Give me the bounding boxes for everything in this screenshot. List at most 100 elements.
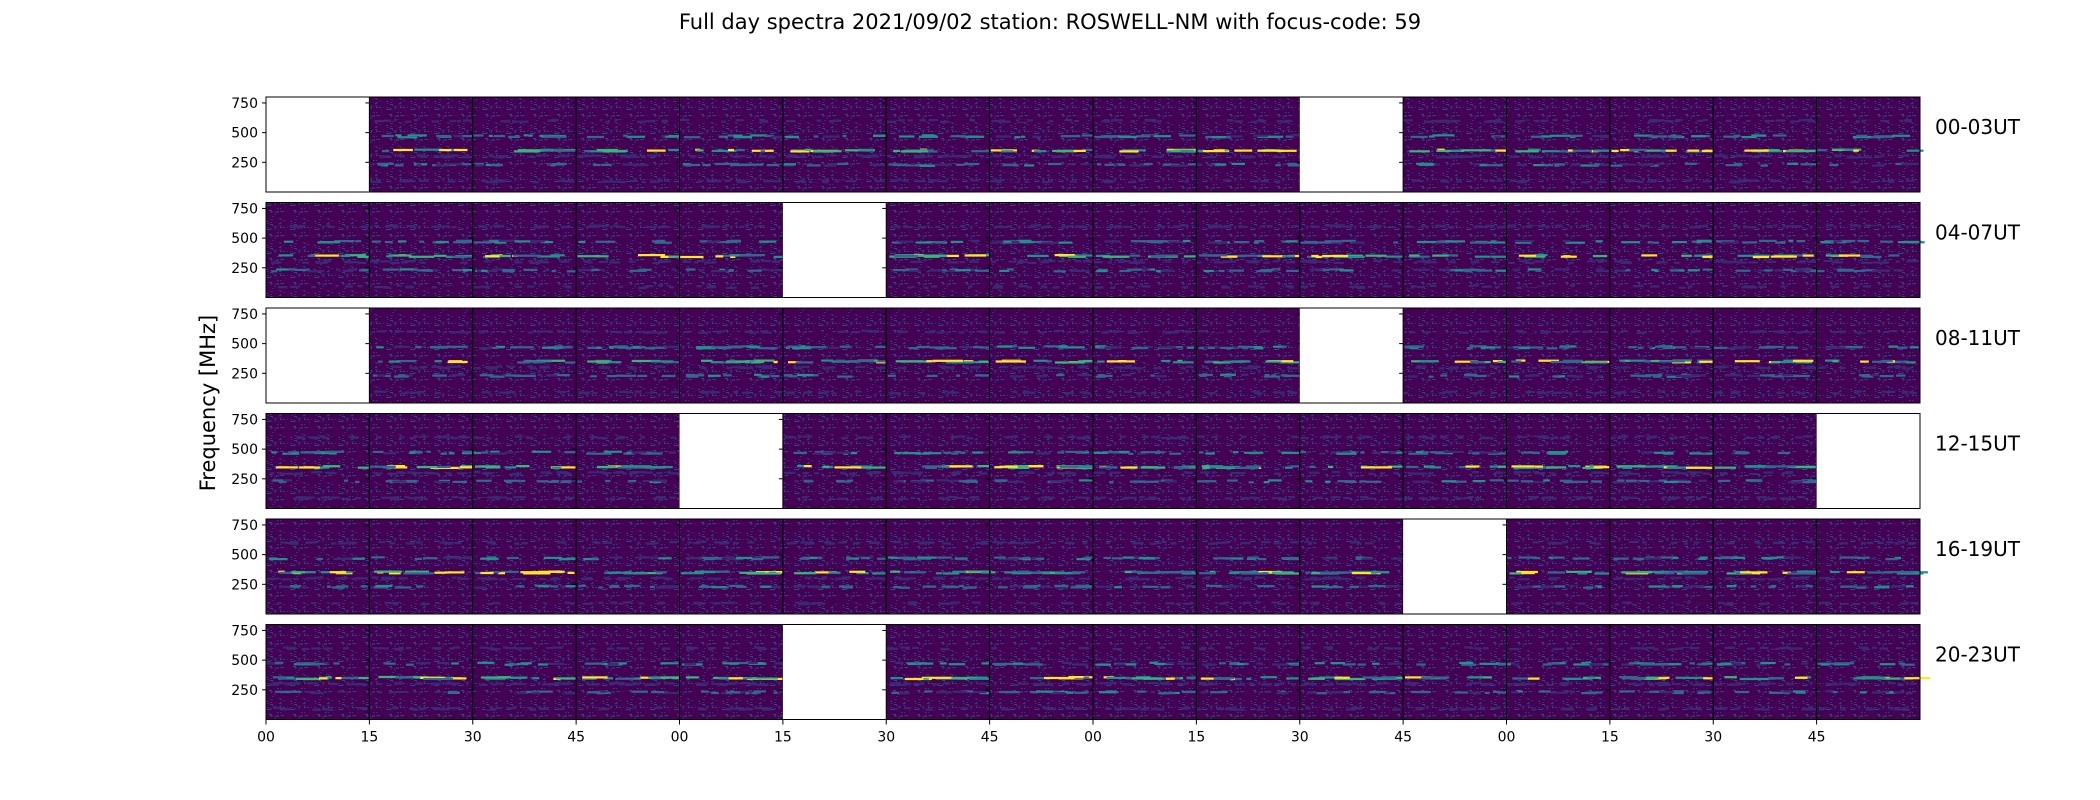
emission-band [1703, 118, 1708, 122]
emission-band [503, 479, 521, 482]
emission-band [1285, 119, 1293, 122]
emission-band [1257, 120, 1267, 123]
emission-band [527, 155, 535, 158]
emission-band [1695, 330, 1701, 333]
emission-band [1182, 576, 1194, 579]
emission-band [1234, 466, 1259, 469]
emission-band [783, 163, 797, 166]
emission-band [1131, 347, 1149, 350]
emission-band [414, 557, 423, 560]
emission-band [647, 154, 658, 157]
emission-band [827, 163, 841, 166]
emission-band [1324, 240, 1341, 243]
emission-band [1347, 471, 1356, 474]
emission-band [415, 662, 431, 665]
emission-band [512, 331, 520, 334]
emission-band [1820, 241, 1831, 244]
emission-band [1121, 149, 1146, 152]
emission-band [841, 436, 849, 439]
emission-band [1053, 120, 1060, 123]
emission-band [447, 180, 456, 183]
emission-band [1334, 541, 1344, 544]
emission-band [944, 497, 949, 500]
emission-band [682, 163, 690, 166]
emission-band [821, 585, 831, 588]
emission-band [1570, 284, 1576, 287]
emission-band [1039, 331, 1044, 334]
emission-band [1770, 584, 1777, 588]
emission-band [464, 450, 477, 453]
emission-band [1413, 261, 1418, 264]
emission-band [320, 241, 341, 244]
emission-band [1515, 241, 1532, 244]
emission-band [441, 366, 451, 370]
emission-band [1150, 241, 1164, 244]
emission-band [654, 706, 663, 710]
emission-band [1168, 240, 1187, 243]
emission-band [1138, 557, 1154, 560]
panel-background [782, 308, 887, 403]
emission-band [943, 451, 952, 454]
emission-band [508, 662, 514, 665]
emission-band [408, 451, 416, 454]
emission-band [561, 436, 567, 439]
emission-band [1564, 497, 1569, 500]
emission-band [1131, 261, 1138, 264]
emission-band [1479, 330, 1487, 333]
emission-band [1743, 285, 1753, 288]
emission-band [822, 367, 830, 370]
emission-band [1329, 268, 1344, 271]
emission-band [858, 148, 874, 151]
emission-band [1319, 452, 1326, 455]
emission-band [687, 179, 694, 182]
emission-band [1257, 149, 1283, 152]
emission-band [936, 331, 945, 334]
emission-band [1665, 149, 1677, 152]
emission-band [1440, 374, 1448, 377]
emission-band [957, 558, 967, 561]
emission-band [1112, 557, 1124, 560]
emission-band [628, 707, 634, 710]
emission-band [493, 495, 500, 498]
emission-band [450, 154, 459, 157]
emission-band [715, 577, 722, 580]
panel-background [1816, 308, 1920, 403]
emission-band [698, 331, 708, 334]
emission-band [846, 556, 851, 559]
emission-band [419, 179, 429, 182]
emission-band [722, 225, 727, 228]
emission-band [451, 226, 457, 229]
panel-background [886, 97, 990, 192]
panel-background [1093, 97, 1197, 192]
emission-band [1001, 226, 1008, 229]
emission-band [1568, 465, 1581, 468]
row-frame [265, 307, 1921, 404]
emission-band [1661, 471, 1672, 474]
spectrum-panel [1295, 518, 1410, 615]
emission-band [373, 586, 389, 589]
emission-band [587, 261, 593, 264]
emission-band [1474, 255, 1491, 258]
emission-band [537, 255, 560, 258]
emission-band [541, 346, 562, 349]
emission-band [648, 683, 659, 686]
panel-background [1609, 308, 1714, 403]
emission-band [1773, 224, 1778, 227]
emission-band [1543, 331, 1549, 334]
emission-band [1132, 155, 1142, 158]
emission-band [1310, 576, 1318, 579]
emission-band [645, 225, 655, 229]
spectrum-panel [1192, 202, 1302, 298]
emission-band [1521, 480, 1533, 483]
emission-band [494, 164, 501, 167]
emission-band [582, 677, 597, 680]
emission-band [278, 570, 285, 573]
emission-band [873, 497, 880, 500]
emission-band [1649, 118, 1658, 122]
emission-band [292, 577, 299, 581]
emission-band [1151, 118, 1157, 121]
emission-band [890, 677, 904, 680]
emission-band [1571, 163, 1581, 166]
emission-band [696, 571, 715, 574]
emission-band [1490, 365, 1500, 368]
